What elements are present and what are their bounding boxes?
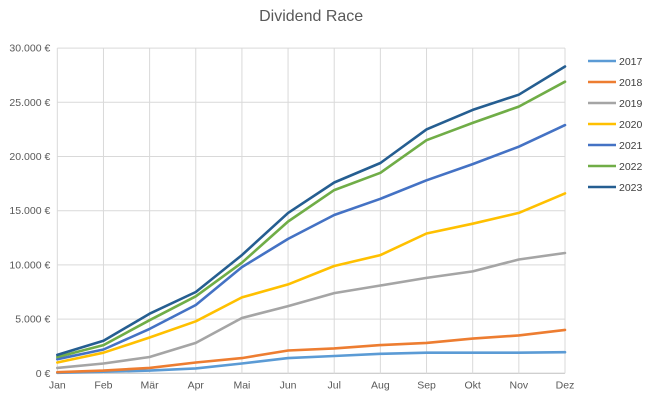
- y-axis-tick-label: 20.000 €: [9, 151, 50, 163]
- chart-title: Dividend Race: [259, 8, 363, 25]
- legend-label-2017: 2017: [619, 56, 643, 68]
- y-axis-tick-label: 15.000 €: [9, 205, 50, 217]
- series-line-2019: [55, 251, 567, 370]
- legend-label-2021: 2021: [619, 140, 643, 152]
- y-axis-tick-label: 5.000 €: [15, 314, 50, 326]
- x-axis-tick-label: Sep: [417, 379, 436, 391]
- series-line-2020: [55, 192, 567, 364]
- x-axis-tick-label: Mär: [141, 379, 160, 391]
- x-axis-tick-label: Jun: [280, 379, 297, 391]
- legend-label-2023: 2023: [619, 182, 643, 194]
- x-axis-tick-label: Dez: [556, 379, 575, 391]
- x-axis-tick-label: Nov: [510, 379, 529, 391]
- legend-label-2022: 2022: [619, 161, 643, 173]
- y-axis-tick-label: 10.000 €: [9, 259, 50, 271]
- y-axis-tick-label: 0 €: [36, 368, 51, 380]
- x-axis-tick-label: Jan: [49, 379, 66, 391]
- series-line-2022: [55, 80, 567, 359]
- x-axis-tick-label: Mai: [233, 379, 250, 391]
- x-axis-tick-label: Apr: [188, 379, 205, 391]
- y-axis-tick-label: 25.000 €: [9, 97, 50, 109]
- legend-label-2018: 2018: [619, 77, 643, 89]
- y-axis-tick-label: 30.000 €: [9, 43, 50, 55]
- series-line-2023: [55, 65, 567, 357]
- legend-label-2020: 2020: [619, 119, 643, 131]
- legend-label-2019: 2019: [619, 98, 643, 110]
- x-axis-tick-label: Feb: [94, 379, 112, 391]
- x-axis-tick-label: Jul: [328, 379, 341, 391]
- x-axis-tick-label: Okt: [465, 379, 481, 391]
- series-line-2021: [55, 123, 567, 361]
- series-line-2018: [55, 328, 567, 374]
- series-line-2017: [55, 350, 567, 375]
- x-axis-tick-label: Aug: [371, 379, 390, 391]
